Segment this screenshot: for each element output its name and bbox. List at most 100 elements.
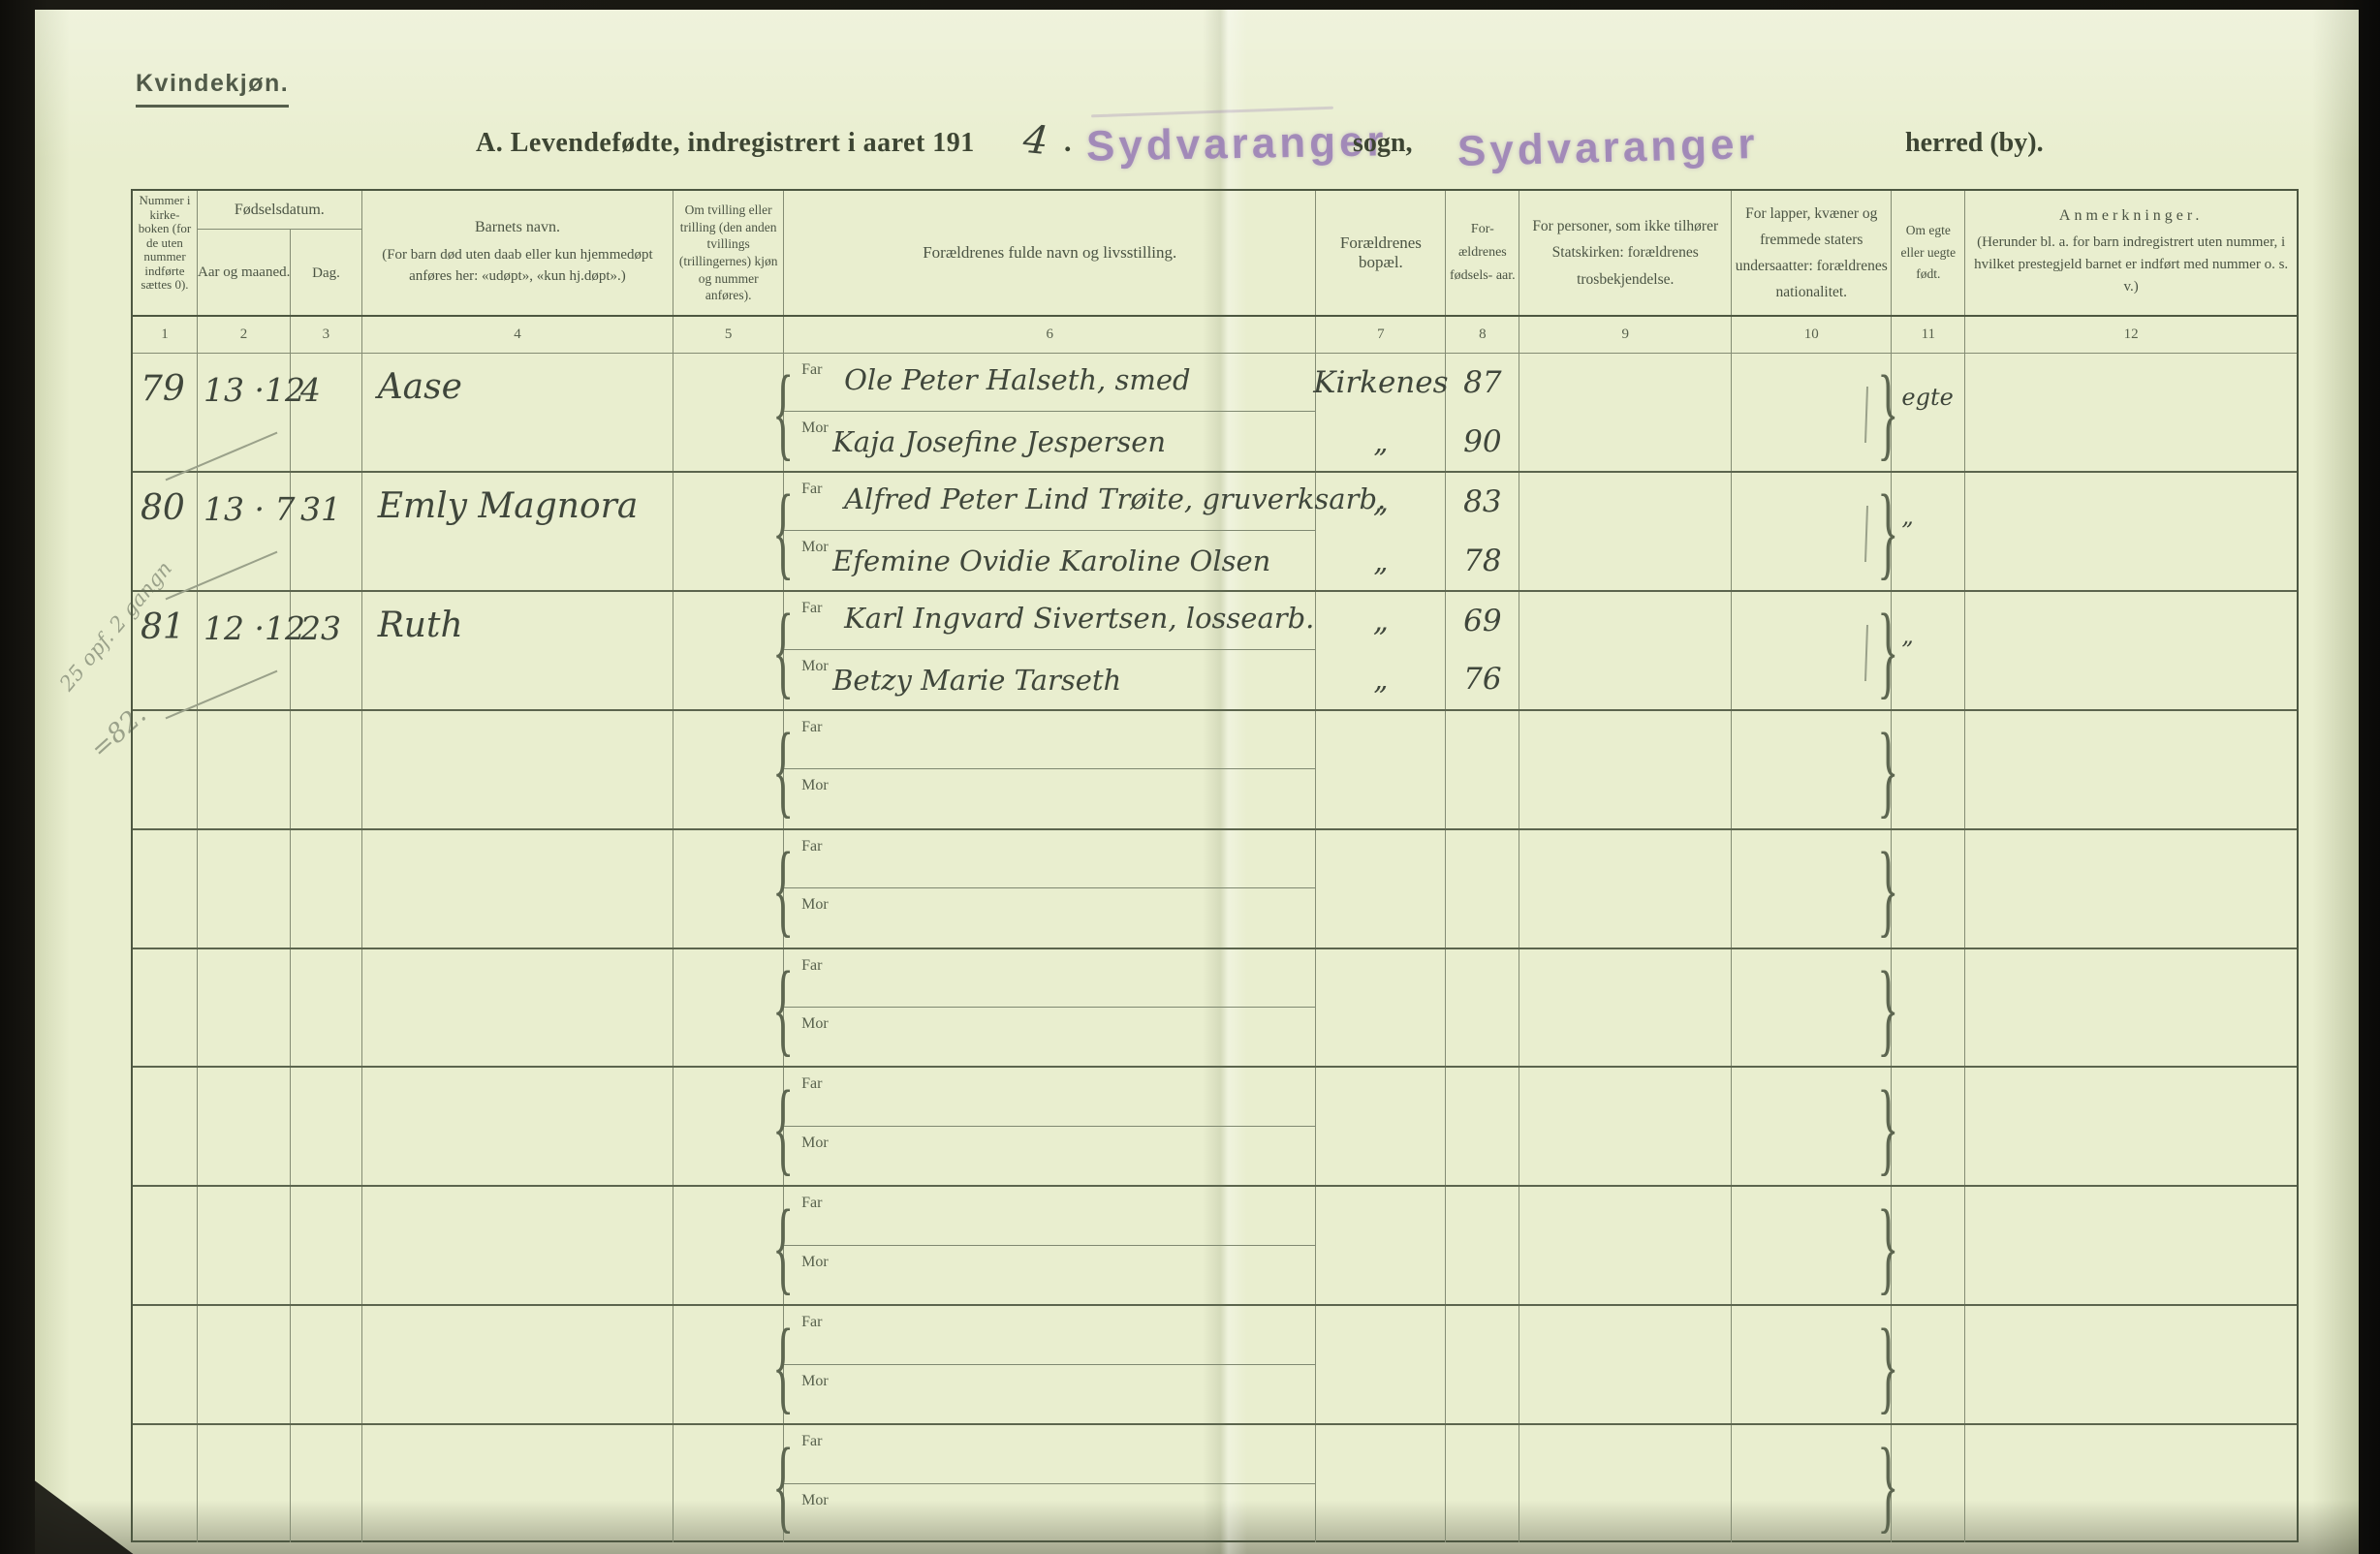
cell-child-name xyxy=(362,830,673,844)
cell-number xyxy=(133,1068,197,1083)
handwritten-year: 4 xyxy=(1020,116,1050,165)
pencil-stroke xyxy=(1864,505,1869,562)
column-number: 5 xyxy=(673,317,785,353)
cell-anmerkninger xyxy=(1965,1425,2297,1542)
cell-trosbekjendelse xyxy=(1519,591,1733,709)
cell-day xyxy=(291,1306,361,1323)
cell-anmerkninger xyxy=(1965,354,2297,471)
pencil-stroke xyxy=(1864,386,1869,443)
cell-day xyxy=(291,711,361,729)
cell-mother-name: Betzy Marie Tarseth xyxy=(832,664,1122,698)
cell-twin xyxy=(673,1187,785,1305)
cell-number xyxy=(133,949,197,965)
cell-date xyxy=(198,830,290,848)
cell-nationalitet: } xyxy=(1732,1306,1898,1424)
cell-nationalitet: } xyxy=(1732,1068,1898,1186)
register-table: Nummer i kirke- boken (for de uten numme… xyxy=(131,189,2299,1543)
cell-nationalitet: } xyxy=(1732,591,1898,709)
cell-twin xyxy=(673,472,785,590)
cell-child-name xyxy=(362,1306,673,1320)
column-number: 3 xyxy=(291,317,362,353)
cell-date xyxy=(198,1187,290,1204)
cell-date xyxy=(198,949,290,967)
cell-date: 13 · 7 xyxy=(203,489,296,528)
cell-day: 23 xyxy=(300,608,341,647)
cell-anmerkninger xyxy=(1965,949,2297,1067)
header-foreldres-navn: Forældrenes fulde navn og livsstilling. xyxy=(784,191,1317,315)
cell-parents: { Far Mor xyxy=(772,1425,1317,1543)
far-label: Far xyxy=(801,837,823,855)
table-row: { Far Mor } xyxy=(133,710,2297,830)
cell-date xyxy=(198,711,290,729)
cell-birthyear-mor: 76 xyxy=(1463,662,1502,698)
cell-anmerkninger xyxy=(1965,592,2297,709)
cell-father-name: Karl Ingvard Sivertsen, lossearb. xyxy=(844,601,1315,635)
header-statskirken: For personer, som ikke tilhører Statskir… xyxy=(1519,191,1733,315)
cell-nationalitet: } xyxy=(1732,829,1898,948)
cell-date xyxy=(198,1068,290,1085)
far-label: Far xyxy=(801,480,823,497)
title-period: . xyxy=(1064,126,1072,158)
table-row: 80 13 · 7 31 Emly Magnora { Far Alfred P… xyxy=(133,472,2297,601)
cell-anmerkninger xyxy=(1965,1187,2297,1304)
cell-trosbekjendelse xyxy=(1519,472,1733,590)
table-row: 81 12 ·12 23 Ruth { Far Karl Ingvard Siv… xyxy=(133,591,2297,720)
page-title: A. Levendefødte, indregistrert i aaret 1… xyxy=(35,106,2359,176)
cell-birthyear-mor: 90 xyxy=(1463,423,1502,459)
table-row: { Far Mor } xyxy=(133,1425,2297,1543)
far-label: Far xyxy=(801,1433,823,1450)
cell-residence-mor: „ xyxy=(1373,424,1389,458)
pencil-stroke xyxy=(1864,624,1869,681)
column-number: 2 xyxy=(198,317,291,353)
cell-twin xyxy=(673,710,785,828)
cell-number xyxy=(133,830,197,846)
header-tvilling: Om tvilling eller trilling (den anden tv… xyxy=(673,191,785,315)
cell-twin xyxy=(673,1068,785,1186)
far-label: Far xyxy=(801,956,823,974)
cell-day: 31 xyxy=(300,489,341,528)
cell-egte: egte xyxy=(1901,384,1954,412)
cell-twin xyxy=(673,591,785,709)
cell-date: 12 ·12 xyxy=(203,608,305,647)
table-row: { Far Mor } xyxy=(133,1187,2297,1307)
cell-residence-mor: „ xyxy=(1373,544,1389,577)
cell-trosbekjendelse xyxy=(1519,1187,1733,1305)
cell-residence-far: „ xyxy=(1372,604,1389,639)
herred-label: herred (by). xyxy=(1905,128,2044,158)
header-barnets-navn: Barnets navn. (For barn død uten daab el… xyxy=(362,191,674,315)
cell-parents: { Far Mor xyxy=(772,829,1317,948)
cell-day xyxy=(291,1187,361,1204)
sogn-label: sogn, xyxy=(1353,128,1413,158)
cell-trosbekjendelse xyxy=(1519,354,1733,471)
cell-birthyear-far: 83 xyxy=(1463,484,1502,520)
cell-number: 80 xyxy=(141,487,185,528)
cell-trosbekjendelse xyxy=(1519,1068,1733,1186)
parish-stamp-herred: Sydvaranger xyxy=(1456,119,1760,176)
parish-stamp-sogn: Sydvaranger xyxy=(1085,117,1388,171)
column-number: 11 xyxy=(1892,317,1966,353)
far-label: Far xyxy=(801,1195,823,1212)
cell-child-name xyxy=(362,949,673,963)
far-label: Far xyxy=(801,361,823,378)
cell-trosbekjendelse xyxy=(1519,710,1733,828)
cell-parents: { Far Mor xyxy=(772,1187,1317,1305)
cell-mother-name: Kaja Josefine Jespersen xyxy=(832,425,1167,459)
cell-number: 79 xyxy=(141,369,185,409)
table-row: { Far Mor } xyxy=(133,1068,2297,1188)
cell-nationalitet: } xyxy=(1732,1187,1898,1305)
cell-day xyxy=(291,830,361,848)
cell-day xyxy=(291,1425,361,1443)
header-foedselsdatum-group: Fødselsdatum. Aar og maaned. Dag. xyxy=(197,191,362,315)
cell-anmerkninger xyxy=(1965,830,2297,948)
cell-number xyxy=(133,1306,197,1321)
cell-residence-far: Kirkenes xyxy=(1313,365,1449,401)
cell-residence-mor: „ xyxy=(1373,663,1389,697)
cell-day xyxy=(291,1068,361,1085)
cell-parents: { Far Karl Ingvard Sivertsen, lossearb. … xyxy=(772,591,1317,709)
cell-day: 4 xyxy=(300,371,321,409)
cell-birthyear-far: 69 xyxy=(1463,604,1502,639)
cell-anmerkninger xyxy=(1965,1068,2297,1185)
far-label: Far xyxy=(801,1314,823,1331)
mor-label: Mor xyxy=(801,896,829,914)
column-number: 8 xyxy=(1446,317,1520,353)
